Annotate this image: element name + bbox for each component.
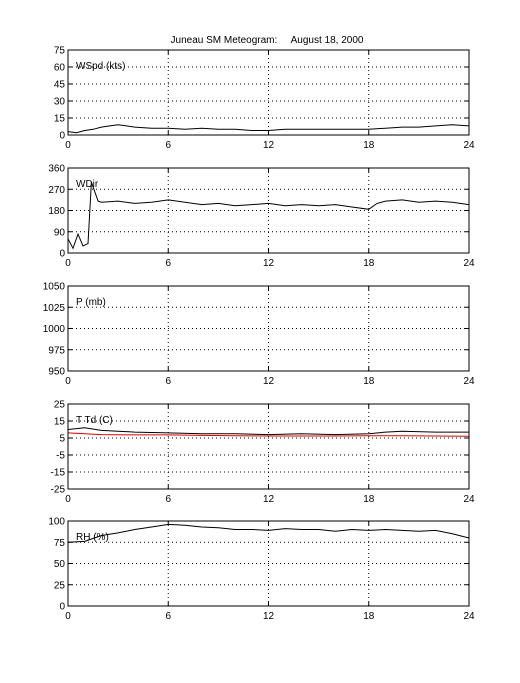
series-line-1	[67, 427, 469, 436]
x-tick-label: 0	[65, 611, 71, 622]
y-tick-label: 270	[48, 185, 65, 196]
y-tick-label: -15	[51, 468, 66, 479]
panel-label: T Td (C)	[76, 415, 113, 426]
y-tick-label: 180	[48, 206, 65, 217]
y-tick-label: 60	[54, 63, 66, 74]
y-tick-label: 360	[48, 164, 65, 175]
panel-2: 0 90 180 270 360 0 6 12 18 24 WDir	[48, 164, 475, 270]
x-tick-label: 18	[363, 494, 375, 505]
y-tick-label: 1025	[43, 303, 66, 314]
x-tick-label: 18	[363, 258, 375, 269]
x-tick-label: 24	[463, 494, 475, 505]
y-tick-label: 25	[54, 580, 66, 591]
figure-title: Juneau SM Meteogram: August 18, 2000	[171, 35, 364, 46]
panel-4: -25 -15 -5 5 15 25 0 6 12 18 24 T Td (C)	[51, 400, 475, 506]
x-tick-label: 6	[165, 611, 171, 622]
x-tick-label: 6	[165, 258, 171, 269]
y-tick-label: 15	[54, 114, 66, 125]
x-tick-label: 6	[165, 494, 171, 505]
x-tick-label: 18	[363, 611, 375, 622]
x-tick-label: 24	[463, 140, 475, 151]
y-tick-label: 90	[54, 227, 66, 238]
y-tick-label: 1000	[43, 324, 66, 335]
y-tick-label: 50	[54, 559, 66, 570]
x-tick-label: 0	[65, 494, 71, 505]
y-tick-label: 950	[48, 367, 65, 378]
series-line-1	[67, 124, 470, 134]
y-tick-label: 100	[48, 517, 65, 528]
y-tick-label: 1050	[43, 282, 66, 293]
y-tick-label: 30	[54, 97, 66, 108]
x-tick-label: 12	[263, 611, 275, 622]
y-tick-label: -25	[51, 485, 66, 496]
x-tick-label: 0	[65, 140, 71, 151]
x-tick-label: 18	[363, 376, 375, 387]
y-tick-label: 75	[54, 46, 66, 57]
x-tick-label: 18	[363, 140, 375, 151]
y-tick-label: 0	[59, 602, 65, 613]
y-tick-label: 25	[54, 400, 66, 411]
y-tick-label: 15	[54, 417, 66, 428]
y-tick-label: 0	[59, 249, 65, 260]
y-tick-label: 975	[48, 345, 65, 356]
x-tick-label: 12	[263, 494, 275, 505]
series-line-1	[67, 523, 470, 543]
panel-label: P (mb)	[76, 297, 106, 308]
x-tick-label: 24	[463, 611, 475, 622]
x-tick-label: 12	[263, 140, 275, 151]
x-tick-label: 6	[165, 376, 171, 387]
panel-1: 0 15 30 45 60 75 0 6 12 18 24 WSpd (kts)	[54, 46, 475, 152]
x-tick-label: 12	[263, 376, 275, 387]
panel-label: RH (%)	[76, 532, 109, 543]
y-tick-label: 5	[59, 434, 65, 445]
y-tick-label: -5	[56, 451, 65, 462]
x-tick-label: 12	[263, 258, 275, 269]
x-tick-label: 0	[65, 258, 71, 269]
series-line-1	[67, 182, 470, 250]
y-tick-label: 75	[54, 538, 66, 549]
y-tick-label: 0	[59, 131, 65, 142]
x-tick-label: 6	[165, 140, 171, 151]
panel-5: 0 25 50 75 100 0 6 12 18 24 RH (%)	[48, 517, 475, 623]
series-line-2	[67, 432, 470, 437]
x-tick-label: 24	[463, 376, 475, 387]
y-tick-label: 45	[54, 80, 66, 91]
x-tick-label: 0	[65, 376, 71, 387]
panel-label: WSpd (kts)	[76, 61, 125, 72]
x-tick-label: 24	[463, 258, 475, 269]
panel-label: WDir	[76, 179, 99, 190]
panel-3: 950 975 1000 1025 1050 0 6 12 18 24 P (mb)	[43, 282, 475, 388]
